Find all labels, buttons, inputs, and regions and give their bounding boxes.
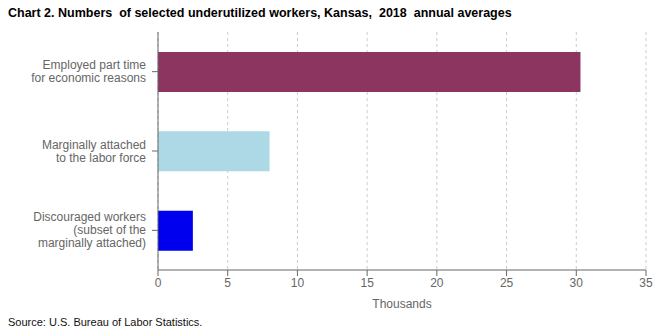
svg-text:0: 0 — [155, 276, 162, 290]
html-text:Chart 2. Numbers of selected u: Chart 2. Numbers of selected underutiliz… — [8, 6, 512, 20]
svg-text:5: 5 — [224, 276, 231, 290]
svg-text:Marginally attachedto the labo: Marginally attachedto the labor force — [42, 138, 146, 165]
svg-text:Discouraged workers(subset of: Discouraged workers(subset of themargina… — [33, 210, 146, 250]
svg-text:20: 20 — [430, 276, 444, 290]
svg-text:Thousands: Thousands — [372, 297, 431, 311]
svg-text:35: 35 — [639, 276, 653, 290]
svg-text:25: 25 — [500, 276, 514, 290]
svg-text:15: 15 — [360, 276, 374, 290]
svg-text:10: 10 — [291, 276, 305, 290]
svg-text:Employed part timefor economic: Employed part timefor economic reasons — [31, 58, 146, 85]
html-text:Source: U.S. Bureau of Labor S: Source: U.S. Bureau of Labor Statistics. — [8, 316, 203, 328]
svg-text:30: 30 — [570, 276, 584, 290]
